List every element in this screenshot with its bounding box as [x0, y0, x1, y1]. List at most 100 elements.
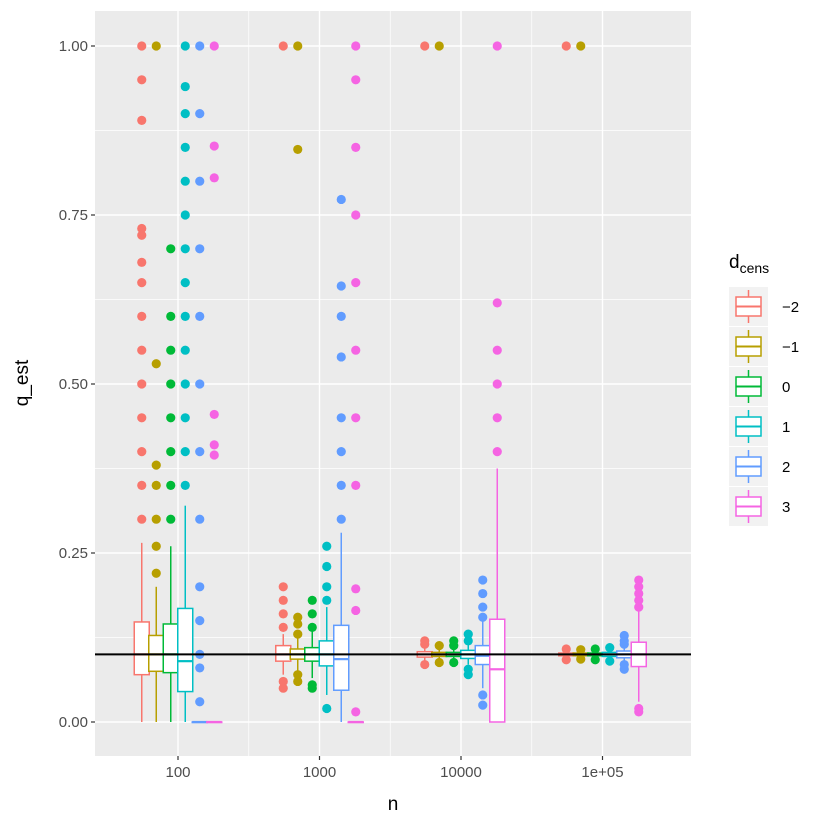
outlier-point — [492, 447, 502, 457]
outlier-point — [195, 582, 205, 592]
outlier-point — [322, 703, 332, 714]
box-plot — [148, 41, 165, 722]
outlier-point — [180, 447, 190, 457]
outlier-point — [137, 345, 147, 355]
outlier-point — [478, 602, 488, 612]
outlier-point — [478, 612, 488, 622]
outlier-point — [351, 41, 361, 51]
box-plot — [630, 575, 647, 717]
outlier-point — [336, 311, 346, 321]
legend-title-sub: cens — [740, 260, 770, 276]
outlier-point — [137, 75, 147, 85]
outlier-point — [307, 595, 317, 605]
outlier-point — [576, 645, 586, 655]
y-tick-label: 0.25 — [59, 545, 88, 562]
legend-item: 0 — [729, 367, 790, 406]
box-plots — [133, 41, 647, 724]
outlier-point — [278, 683, 288, 693]
outlier-point — [322, 541, 332, 551]
outlier-point — [351, 75, 361, 85]
x-axis-title: n — [388, 794, 399, 815]
outlier-point — [151, 460, 161, 470]
box — [162, 623, 179, 674]
outlier-point — [137, 230, 147, 240]
legend-item: 1 — [729, 407, 790, 446]
outlier-point — [293, 676, 303, 687]
outlier-point — [336, 514, 346, 524]
outlier-point — [195, 447, 205, 457]
outlier-point — [463, 629, 473, 639]
legend-item: −2 — [729, 287, 799, 326]
outlier-point — [492, 298, 502, 308]
y-tick-label: 0.50 — [59, 376, 88, 393]
outlier-point — [195, 109, 205, 119]
outlier-point — [449, 636, 459, 646]
outlier-point — [336, 281, 346, 291]
outlier-point — [463, 636, 473, 646]
legend-item: 2 — [729, 447, 790, 486]
box-plot — [133, 41, 150, 722]
outlier-point — [293, 144, 303, 155]
outlier-point — [351, 480, 361, 490]
outlier-point — [166, 379, 176, 389]
outlier-point — [180, 278, 190, 288]
x-tick-label: 10000 — [440, 764, 482, 781]
outlier-point — [351, 210, 361, 220]
outlier-point — [336, 447, 346, 457]
outlier-point — [195, 176, 205, 186]
outlier-point — [293, 619, 303, 629]
outlier-point — [180, 311, 190, 321]
outlier-point — [180, 480, 190, 490]
outlier-point — [293, 41, 303, 51]
box-plot — [275, 41, 292, 693]
outlier-point — [195, 41, 205, 51]
outlier-point — [307, 680, 317, 690]
x-tick-label: 100 — [165, 764, 190, 781]
box-plot — [318, 541, 335, 714]
box — [489, 618, 506, 723]
outlier-point — [351, 605, 361, 616]
outlier-point — [195, 514, 205, 524]
outlier-point — [180, 413, 190, 423]
outlier-point — [180, 244, 190, 254]
outlier-point — [351, 278, 361, 288]
outlier-point — [166, 514, 176, 524]
x-tick-label: 1000 — [303, 764, 336, 781]
outlier-point — [561, 644, 571, 654]
outlier-point — [151, 568, 161, 578]
outlier-point — [166, 447, 176, 457]
y-tick-label: 0.00 — [59, 714, 88, 731]
outlier-point — [307, 622, 317, 632]
legend: dcens −2 −1 0 1 2 3 — [729, 252, 799, 526]
outlier-point — [151, 359, 161, 369]
outlier-point — [137, 514, 147, 524]
outlier-point — [137, 413, 147, 423]
outlier-point — [478, 690, 488, 700]
outlier-point — [137, 480, 147, 490]
outlier-point — [293, 612, 303, 622]
outlier-point — [634, 602, 644, 612]
outlier-point — [137, 223, 147, 234]
outlier-point — [478, 588, 488, 599]
outlier-point — [449, 657, 459, 668]
legend-title-main: d — [729, 252, 740, 273]
outlier-point — [434, 641, 444, 651]
outlier-point — [322, 561, 332, 572]
outlier-point — [492, 379, 502, 389]
outlier-point — [209, 450, 219, 460]
outlier-point — [351, 707, 361, 717]
outlier-point — [195, 379, 205, 389]
outlier-point — [322, 595, 332, 605]
outlier-point — [278, 41, 288, 51]
outlier-point — [351, 584, 361, 594]
outlier-point — [420, 636, 430, 646]
outlier-point — [137, 379, 147, 389]
outlier-point — [492, 41, 502, 51]
outlier-point — [590, 644, 600, 654]
legend-item: −1 — [729, 327, 799, 366]
x-tick-label: 1e+05 — [581, 764, 623, 781]
outlier-point — [209, 173, 219, 183]
outlier-point — [278, 609, 288, 619]
outlier-point — [180, 345, 190, 355]
